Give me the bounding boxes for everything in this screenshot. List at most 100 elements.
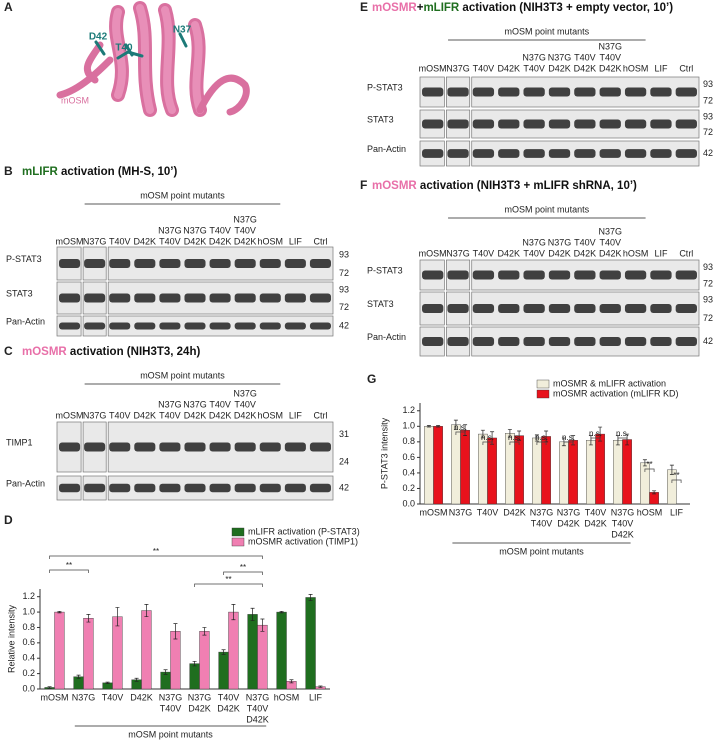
sig-label: n.s.	[508, 433, 521, 442]
lane-label: N37G	[83, 410, 107, 420]
panel-label: E	[360, 0, 368, 14]
y-tick-label: 0.8	[22, 622, 35, 632]
error-bar	[436, 425, 441, 428]
lane-label: T40V	[159, 236, 181, 246]
sig-bracket	[509, 441, 520, 445]
band	[447, 119, 469, 129]
bar	[170, 631, 181, 690]
x-tick-label: LIF	[309, 692, 323, 702]
band	[284, 259, 306, 268]
residue-label: T40	[115, 43, 133, 54]
band	[498, 304, 520, 313]
panel-label: F	[360, 178, 367, 192]
band	[498, 149, 520, 158]
legend-label: mOSMR & mLIFR activation	[553, 378, 666, 388]
band	[259, 442, 281, 452]
band	[134, 442, 156, 452]
blot-title: mLIFR activation (MH-S, 10’)	[22, 166, 177, 178]
lane-label: LIF	[289, 236, 303, 246]
lane-label: T40V	[473, 248, 495, 258]
bar	[613, 440, 623, 505]
band	[472, 337, 495, 346]
bar	[487, 437, 497, 505]
blot-title: mOSMR activation (NIH3T3 + mLIFR shRNA, …	[372, 180, 637, 192]
title-part: +	[417, 2, 424, 14]
lane-label: N37G	[522, 52, 546, 62]
lane-label: mOSM	[419, 248, 447, 258]
band	[234, 442, 256, 452]
sig-bracket	[536, 441, 547, 445]
band	[675, 304, 697, 313]
band	[184, 322, 206, 330]
y-tick-label: 0.2	[22, 668, 35, 678]
band	[134, 322, 156, 330]
band	[624, 337, 647, 346]
legend-label: mOSMR activation (TIMP1)	[248, 536, 358, 546]
error-bar	[534, 434, 539, 442]
lane-label: D42K	[574, 63, 597, 73]
sig-label: **	[646, 460, 652, 469]
x-axis-label: mOSM point mutants	[128, 729, 213, 739]
title-part: mOSMR	[372, 180, 417, 192]
x-tick-label: D42K	[503, 507, 526, 517]
x-tick-label: N37G	[188, 692, 212, 702]
sig-bracket	[49, 555, 263, 559]
error-bar	[202, 627, 207, 636]
mw-marker: 93	[339, 284, 349, 294]
lane-label: T40V	[209, 225, 231, 235]
y-tick-label: 1.2	[22, 591, 35, 601]
band	[599, 87, 621, 97]
panel-label: G	[367, 372, 376, 386]
band	[159, 259, 181, 268]
band	[422, 87, 444, 97]
mw-marker: 42	[703, 336, 713, 346]
band	[548, 149, 571, 158]
sig-bracket	[223, 571, 263, 575]
mw-marker: 72	[703, 313, 713, 323]
x-tick-label: D42K	[188, 703, 211, 713]
x-tick-label: T40V	[612, 518, 634, 528]
mw-marker: 42	[339, 320, 349, 330]
x-tick-label: N37G	[611, 507, 635, 517]
lane-label: hOSM	[258, 236, 284, 246]
lane-label: T40V	[109, 236, 131, 246]
bar	[514, 435, 524, 505]
lane-label: D42K	[209, 236, 232, 246]
band	[422, 149, 444, 158]
bar	[141, 610, 152, 690]
lane-label: T40V	[599, 52, 621, 62]
band	[472, 119, 495, 129]
error-bar	[173, 623, 178, 640]
x-tick-label: D42K	[217, 703, 240, 713]
sig-bracket	[482, 441, 493, 445]
band	[548, 119, 571, 129]
mw-marker: 93	[703, 295, 713, 305]
band	[209, 483, 231, 493]
error-bar	[57, 610, 62, 614]
error-bar	[426, 425, 431, 428]
mw-marker: 72	[703, 95, 713, 105]
error-bar	[318, 685, 323, 688]
error-bar	[250, 607, 255, 621]
x-tick-label: N37G	[449, 507, 473, 517]
band	[209, 322, 231, 330]
panel-label: D	[4, 513, 13, 527]
row-label: Pan-Actin	[367, 332, 406, 342]
lane-label: N37G	[233, 388, 257, 398]
sig-bracket	[563, 441, 574, 445]
sig-bracket	[644, 468, 655, 472]
sig-label: n.s.	[535, 433, 548, 442]
band	[59, 259, 81, 268]
mw-marker: 72	[339, 302, 349, 312]
panel-label: A	[4, 0, 13, 14]
lane-label: mOSM	[419, 63, 447, 73]
y-axis-label: P-STAT3 intensity	[379, 417, 389, 489]
bar	[257, 624, 268, 690]
x-tick-label: T40V	[585, 507, 607, 517]
band	[109, 259, 131, 268]
band	[134, 483, 156, 493]
lane-label: T40V	[574, 52, 596, 62]
bar	[199, 631, 210, 690]
x-tick-label: T40V	[477, 507, 499, 517]
bar	[595, 433, 605, 505]
